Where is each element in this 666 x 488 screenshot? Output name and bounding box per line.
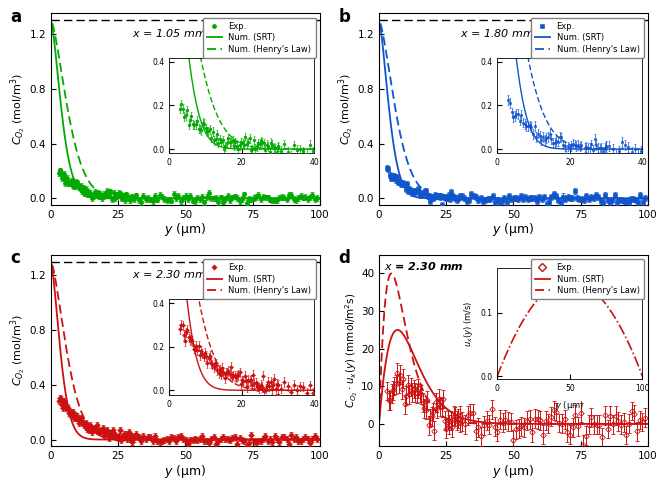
X-axis label: $y$ (μm): $y$ (μm) (164, 222, 206, 239)
Legend: Exp., Num. (SRT), Num. (Henry's Law): Exp., Num. (SRT), Num. (Henry's Law) (531, 18, 643, 58)
Text: $x$ = 1.05 mm: $x$ = 1.05 mm (131, 27, 206, 39)
Text: $x$ = 1.80 mm: $x$ = 1.80 mm (460, 27, 534, 39)
Text: d: d (339, 249, 350, 267)
Text: $x$ = 2.30 mm: $x$ = 2.30 mm (384, 261, 464, 272)
Y-axis label: $C_{O_2}\cdot u_x(y)$ (mmol/m$^2$s): $C_{O_2}\cdot u_x(y)$ (mmol/m$^2$s) (343, 293, 360, 408)
Text: b: b (339, 8, 350, 26)
Text: a: a (11, 8, 22, 26)
X-axis label: $y$ (μm): $y$ (μm) (492, 222, 535, 239)
Text: c: c (11, 249, 21, 267)
Text: $x$ = 2.30 mm: $x$ = 2.30 mm (131, 268, 206, 280)
X-axis label: $y$ (μm): $y$ (μm) (164, 463, 206, 480)
X-axis label: $y$ (μm): $y$ (μm) (492, 463, 535, 480)
Y-axis label: $C_{O_2}$ (mol/m$^3$): $C_{O_2}$ (mol/m$^3$) (9, 73, 28, 145)
Legend: Exp., Num. (SRT), Num. (Henry's Law): Exp., Num. (SRT), Num. (Henry's Law) (202, 259, 316, 299)
Legend: Exp., Num. (SRT), Num. (Henry's Law): Exp., Num. (SRT), Num. (Henry's Law) (202, 18, 316, 58)
Legend: Exp., Num. (SRT), Num. (Henry's Law): Exp., Num. (SRT), Num. (Henry's Law) (531, 259, 643, 299)
Y-axis label: $C_{O_2}$ (mol/m$^3$): $C_{O_2}$ (mol/m$^3$) (9, 315, 28, 386)
Y-axis label: $C_{O_2}$ (mol/m$^3$): $C_{O_2}$ (mol/m$^3$) (336, 73, 356, 145)
